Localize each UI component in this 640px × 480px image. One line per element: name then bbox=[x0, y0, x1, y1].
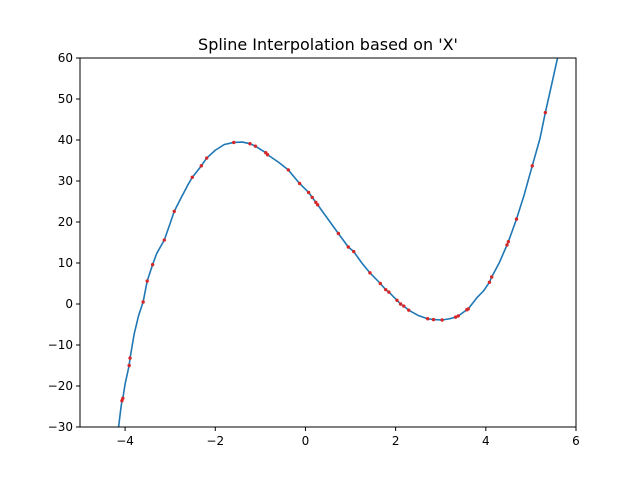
data-point-38 bbox=[456, 314, 461, 318]
data-point-23 bbox=[336, 231, 341, 236]
data-point-45 bbox=[514, 217, 519, 221]
data-point-4 bbox=[141, 300, 145, 304]
data-point-5 bbox=[145, 279, 149, 283]
data-point-30 bbox=[395, 298, 399, 303]
data-point-22 bbox=[315, 203, 320, 207]
data-point-41 bbox=[487, 280, 492, 284]
y-axis: −30 −20 −10 0 10 20 30 40 50 60 bbox=[48, 51, 80, 434]
y-tick-label-0: −30 bbox=[48, 420, 73, 434]
data-point-36 bbox=[440, 318, 444, 322]
y-tick-label-7: 40 bbox=[58, 133, 73, 147]
y-tick-label-4: 10 bbox=[58, 256, 73, 270]
data-point-3 bbox=[128, 356, 132, 360]
data-point-21 bbox=[314, 200, 318, 205]
y-tick-label-3: 0 bbox=[65, 297, 73, 311]
y-tick-label-2: −10 bbox=[48, 338, 73, 352]
data-point-7 bbox=[162, 238, 167, 242]
data-point-9 bbox=[190, 175, 194, 180]
data-point-27 bbox=[378, 281, 383, 286]
data-point-43 bbox=[505, 243, 509, 247]
data-point-14 bbox=[253, 144, 258, 148]
axes-frame bbox=[79, 57, 577, 428]
data-point-46 bbox=[530, 164, 534, 168]
x-tick-label-4: 4 bbox=[482, 434, 490, 448]
data-point-44 bbox=[506, 239, 511, 244]
data-point-28 bbox=[384, 287, 388, 292]
data-point-35 bbox=[431, 317, 436, 322]
y-tick-label-6: 30 bbox=[58, 174, 73, 188]
data-point-24 bbox=[346, 245, 350, 249]
data-point-13 bbox=[248, 141, 252, 146]
y-tick-label-8: 50 bbox=[58, 92, 73, 106]
data-point-6 bbox=[150, 262, 155, 267]
data-point-25 bbox=[352, 249, 356, 254]
data-point-47 bbox=[543, 110, 548, 115]
y-tick-label-9: 60 bbox=[58, 51, 73, 65]
data-point-1 bbox=[121, 396, 125, 400]
x-axis: −4 −2 0 2 4 6 bbox=[116, 427, 580, 448]
x-tick-label-5: 6 bbox=[572, 434, 580, 448]
data-point-29 bbox=[387, 290, 391, 294]
data-point-42 bbox=[489, 275, 494, 279]
data-point-32 bbox=[402, 304, 406, 308]
data-point-17 bbox=[286, 168, 291, 172]
data-point-18 bbox=[297, 181, 302, 186]
x-tick-label-0: −4 bbox=[116, 434, 134, 448]
x-tick-label-3: 2 bbox=[392, 434, 400, 448]
data-point-33 bbox=[407, 308, 411, 312]
data-point-37 bbox=[453, 315, 458, 319]
data-point-11 bbox=[205, 156, 209, 160]
data-point-40 bbox=[466, 307, 470, 311]
data-point-10 bbox=[199, 164, 203, 168]
data-point-2 bbox=[127, 363, 131, 368]
data-point-19 bbox=[306, 190, 311, 195]
data-layer bbox=[117, 58, 559, 427]
data-point-26 bbox=[368, 271, 372, 275]
data-point-20 bbox=[310, 195, 314, 200]
data-point-34 bbox=[425, 317, 430, 321]
y-tick-label-5: 20 bbox=[58, 215, 73, 229]
y-tick-label-1: −20 bbox=[48, 379, 73, 393]
x-tick-label-1: −2 bbox=[206, 434, 224, 448]
data-point-12 bbox=[232, 140, 236, 145]
data-point-16 bbox=[265, 153, 270, 157]
data-point-8 bbox=[172, 209, 176, 214]
data-point-31 bbox=[398, 302, 403, 306]
chart-title: Spline Interpolation based on 'X' bbox=[198, 35, 458, 54]
x-tick-label-2: 0 bbox=[302, 434, 310, 448]
